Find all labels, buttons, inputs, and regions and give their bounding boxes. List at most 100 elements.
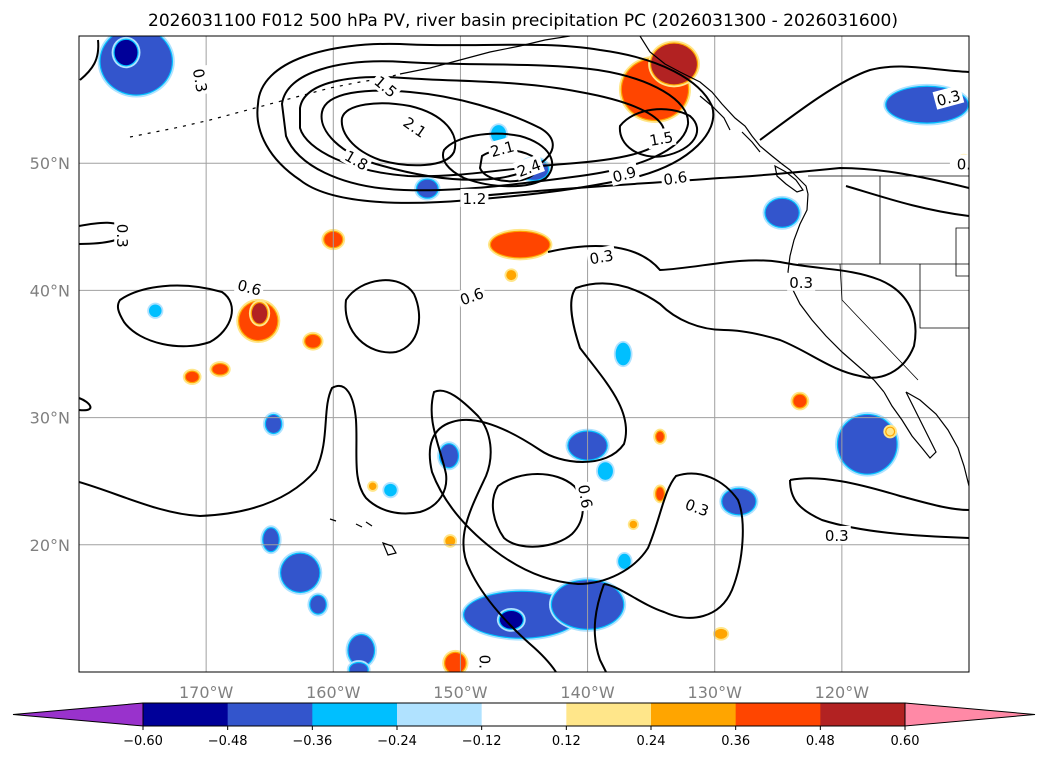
mexico-coast [905,391,969,487]
colorbar-segment [820,703,906,726]
colorbar-tick-label: −0.48 [208,734,248,749]
latitude-tick-label: 50°N [30,154,70,173]
precip-area [185,371,199,382]
precip-area [440,444,458,468]
colorbar-segment [735,703,821,726]
map-frame [78,35,970,673]
pv-contour-label: 0. [476,647,495,672]
pv-contour-label-text: 0.3 [789,274,813,292]
colorbar-segment [227,703,313,726]
colorbar: −0.60 −0.48 −0.36 −0.24 −0.12 0.12 0.24 0.36 0.4… [12,702,1036,749]
colorbar-extend-under [12,702,144,727]
precip-area [619,554,630,568]
pv-contour-label-bg [512,154,545,181]
precip-area [150,305,161,316]
pv-contour-label: 0.3 [787,272,816,292]
pv-contour-label-text: 0.6 [574,483,596,510]
pv-contour-label-bg [476,647,495,672]
pv-contour-label-bg [608,161,641,186]
baja-california [883,391,937,459]
precip-area [251,303,268,324]
pv-contour-0.3-east [789,477,969,539]
pv-contour-label: 0. [949,154,971,173]
colorbar-tick-label: 0.48 [806,734,835,749]
pv-contour-0.3-north [79,39,100,81]
us-state-borders [798,176,969,381]
precip-area [349,663,368,672]
pv-contour-0.9-ring [256,42,715,204]
alaska-peninsula [399,36,571,75]
latitude-tick-label: 30°N [30,409,70,428]
precip-area [114,39,138,66]
pv-contour-label: 0.3 [189,64,213,96]
precip-area [656,431,664,442]
precip-area [793,394,807,408]
pv-contour-label-bg [787,272,816,291]
precip-area [348,635,374,666]
political-borders [798,175,969,381]
longitude-tick-label: 130°W [688,683,743,702]
pv-contour-1.2-ring [280,60,690,192]
latitude-tick-label: 20°N [30,536,70,555]
pv-contour-0.6-pacific [491,473,584,548]
latitude-tick-labels: 20°N 30°N 40°N 50°N [30,154,70,555]
pv-contour-label: 0.3 [113,221,133,250]
pv-contour-0.3-bc [759,65,969,141]
colorbar-frame [142,702,906,727]
longitude-tick-label: 150°W [433,683,488,702]
pv-contour-label-text: 2.1 [489,137,517,161]
precip-area [886,427,894,436]
pv-contour-label-text: 1.5 [648,128,675,150]
pv-contour-label: 0.6 [233,274,266,300]
colorbar-tick-label: −0.24 [377,734,417,749]
pv-contour-label: 0.3 [822,525,851,545]
precip-area [656,487,664,501]
precip-area [281,553,320,592]
map-background [79,36,969,672]
pv-contour-2.1-east [442,132,554,188]
precip-area [370,483,376,489]
precip-area [507,271,516,279]
pv-contour-label-bg [369,70,403,103]
longitude-tick-labels: 170°W 160°W 150°W 140°W 130°W 120°W [179,683,869,702]
pv-contour-label-bg [660,166,691,189]
colorbar-extend-over [904,702,1036,727]
pv-contour-label-text: 0.3 [189,67,211,94]
pv-contour-label-bg [189,64,213,96]
pv-contour-label-text: 0. [476,655,494,669]
pv-contour-label-bg [949,154,969,173]
pv-contour-label-bg [455,282,488,310]
colorbar-tick-label: −0.12 [462,734,502,749]
precip-area [310,595,326,614]
pv-contour-label-bg [233,274,266,300]
pv-contour-label-text: 1.2 [462,190,486,208]
colorbar-tick-label: 0.60 [891,734,920,749]
precip-area [445,652,466,672]
latitude-tick-label: 40°N [30,281,70,300]
pv-contour-label-bg [822,525,851,544]
map-panel[interactable]: 0.30.30.6 0.61.52.11.8 2.12.41.21.50.9 0.60… [30,25,978,702]
colorbar-tick-label: 0.24 [637,734,666,749]
pv-contour-0.3-canada [845,185,969,217]
hawaiian-islands [329,518,397,556]
pv-contour-label-text: 0. [957,155,971,173]
pv-contour-2.1-ring [340,102,457,167]
pv-contour-label: 1.5 [645,126,677,150]
precip-area [212,364,228,375]
figure-title: 2026031100 F012 500 hPa PV, river basin … [148,11,898,31]
colorbar-tick-label: 0.12 [552,734,581,749]
pv-contour-label-bg [932,85,965,110]
pv-contour-label-bg [460,188,489,207]
pv-contour-0.3-central [428,245,917,619]
pv-contour-0.6-west [116,284,233,348]
precip-area [263,528,279,552]
pv-contour-label-bg [681,493,714,521]
pv-contour-label-bg [574,480,598,512]
precip-area [630,521,636,527]
pv-contour-label: 1.2 [460,188,489,208]
pv-contour-label: 0.6 [660,166,691,189]
pv-contour-label-text: 0.3 [113,224,131,248]
longitude-tick-label: 160°W [306,683,361,702]
british-columbia-coast [759,145,809,195]
